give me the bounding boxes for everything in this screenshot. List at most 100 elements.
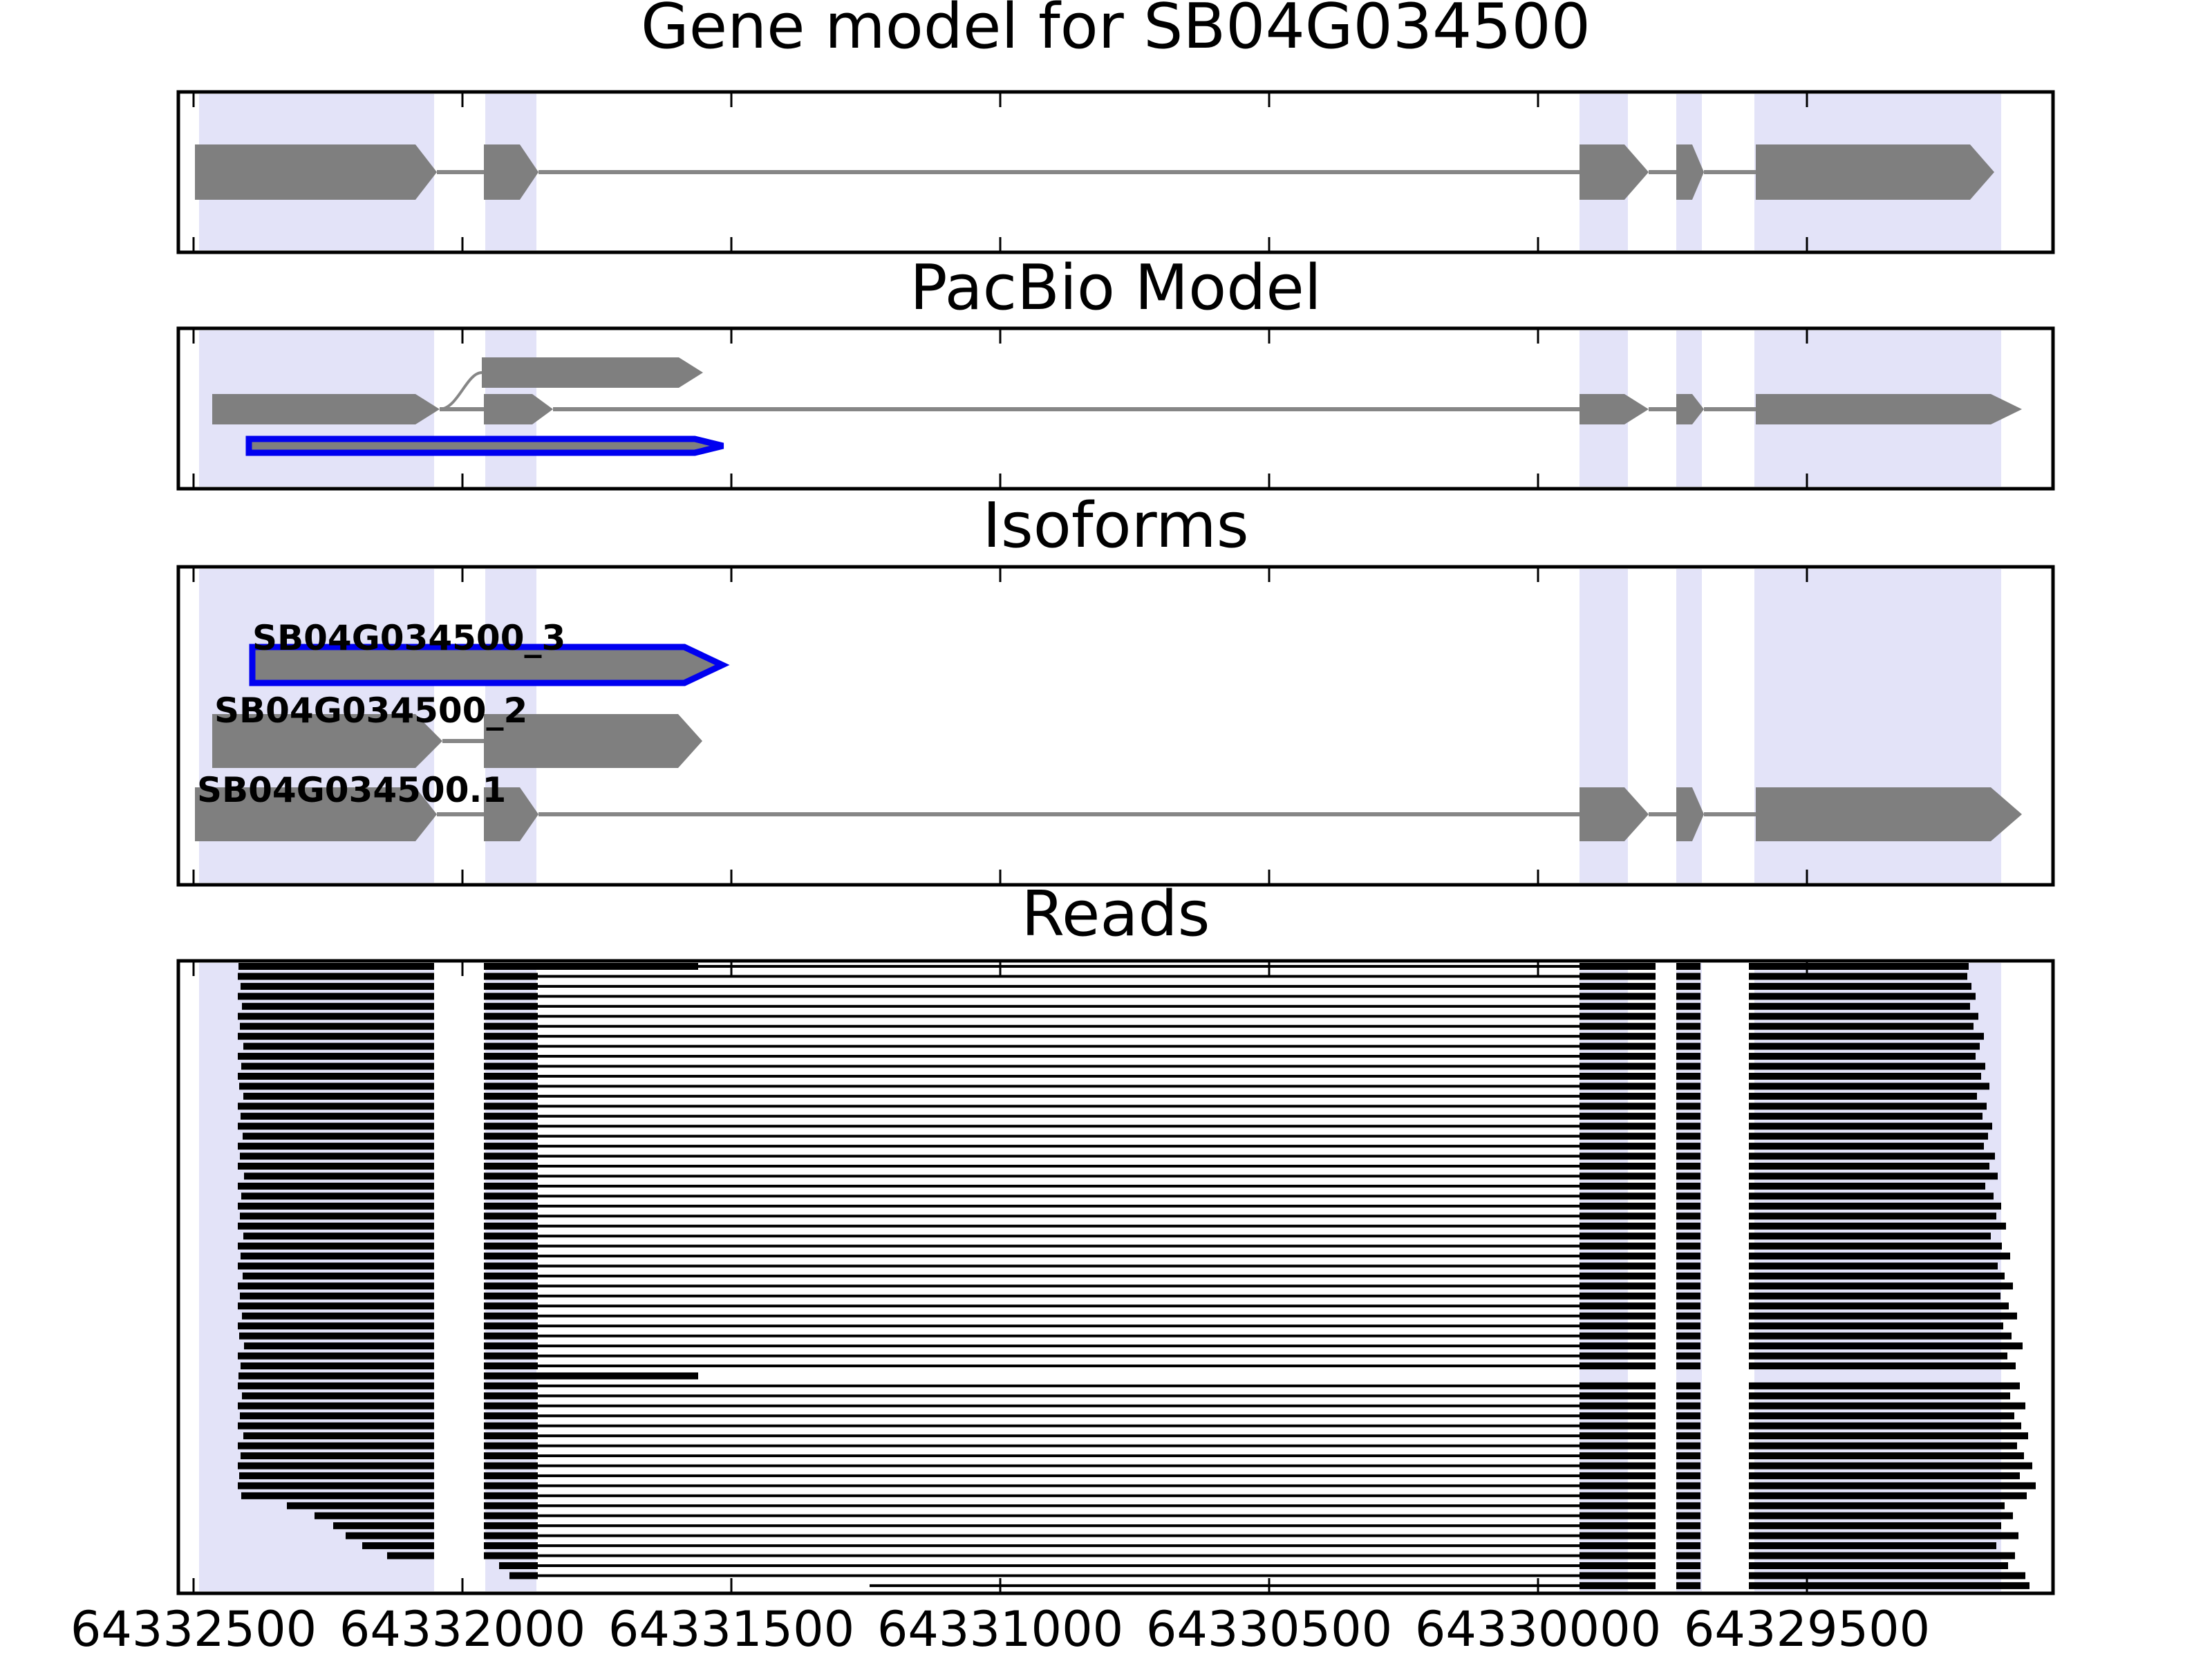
read-intron-segment: [538, 1004, 1580, 1008]
read-exon-segment: [1749, 1082, 1989, 1090]
read-exon-segment: [241, 1192, 434, 1200]
isoforms-row: SB04G034500_2: [212, 691, 702, 768]
read-exon-segment: [1580, 1382, 1656, 1389]
read-exon-segment: [238, 1103, 434, 1110]
read-intron-segment: [538, 1534, 1580, 1537]
read-exon-segment: [1676, 1442, 1700, 1450]
read-exon-segment: [240, 1212, 434, 1220]
exon-arrow: [195, 787, 437, 841]
panel-title-gene-model: Gene model for SB04G034500: [640, 0, 1591, 63]
read-exon-segment: [484, 1212, 538, 1220]
read-exon-segment: [1676, 1082, 1700, 1090]
read-row: [238, 1302, 2009, 1310]
read-exon-segment: [1676, 1572, 1700, 1580]
read-exon-segment: [1676, 963, 1700, 970]
read-exon-segment: [1749, 1562, 2008, 1569]
read-exon-segment: [238, 973, 434, 980]
read-row: [239, 1472, 2020, 1479]
read-intron-segment: [538, 1494, 1580, 1497]
read-exon-segment: [484, 1432, 538, 1440]
read-intron-segment: [538, 1365, 1580, 1367]
read-intron-segment: [538, 1544, 1580, 1548]
read-exon-segment: [1749, 1062, 1985, 1070]
read-intron-segment: [538, 1324, 1580, 1328]
read-row: [362, 1542, 1996, 1550]
read-exon-segment: [1580, 1322, 1656, 1330]
panel-frames: [176, 90, 2055, 1595]
read-exon-segment: [1676, 1322, 1700, 1330]
read-intron-segment: [538, 1215, 1580, 1218]
read-exon-segment: [1580, 1312, 1656, 1320]
read-exon-segment: [239, 1332, 434, 1340]
read-exon-segment: [239, 1082, 434, 1090]
read-exon-segment: [1749, 1262, 1998, 1270]
read-exon-segment: [1676, 1332, 1700, 1340]
read-exon-segment: [238, 1072, 434, 1080]
read-exon-segment: [1676, 1172, 1700, 1180]
read-row: [238, 1033, 1984, 1040]
read-exon-segment: [241, 982, 434, 990]
read-intron-segment: [538, 1015, 1580, 1018]
read-exon-segment: [1580, 1042, 1656, 1050]
read-exon-segment: [1580, 1262, 1656, 1270]
read-row: [243, 1272, 2005, 1280]
read-exon-segment: [1749, 1053, 1976, 1060]
read-exon-segment: [238, 1123, 434, 1130]
read-intron-segment: [538, 1094, 1580, 1098]
read-intron-segment: [538, 1474, 1580, 1477]
read-intron-segment: [538, 1354, 1580, 1358]
read-row: [243, 1092, 1977, 1100]
read-exon-segment: [238, 1302, 434, 1310]
read-row: [238, 1422, 2021, 1430]
intron-line: [538, 812, 1580, 816]
read-exon-segment: [243, 1232, 434, 1240]
read-exon-segment: [1676, 1242, 1700, 1250]
read-exon-segment: [1676, 1152, 1700, 1160]
reads-track: [238, 963, 2036, 1589]
read-intron-segment: [538, 1454, 1580, 1458]
read-row: [241, 1192, 1994, 1200]
read-exon-segment: [1580, 1272, 1656, 1280]
read-exon-segment: [238, 1282, 434, 1290]
read-row: [287, 1502, 2005, 1510]
read-exon-segment: [484, 963, 698, 970]
read-exon-segment: [1749, 1182, 1985, 1190]
read-exon-segment: [240, 1022, 434, 1030]
read-exon-segment: [1676, 1532, 1700, 1539]
read-exon-segment: [484, 1522, 538, 1530]
read-exon-segment: [484, 1123, 538, 1130]
read-intron-segment: [538, 1055, 1580, 1058]
read-exon-segment: [238, 993, 434, 1000]
read-intron-segment: [538, 995, 1580, 998]
read-exon-segment: [1580, 1232, 1656, 1240]
read-exon-segment: [1676, 1013, 1700, 1020]
read-exon-segment: [1580, 1332, 1656, 1340]
read-exon-segment: [1749, 1472, 2020, 1479]
read-exon-segment: [238, 1422, 434, 1430]
read-exon-segment: [238, 1033, 434, 1040]
read-exon-segment: [1676, 1112, 1700, 1120]
read-exon-segment: [242, 1392, 434, 1400]
read-exon-segment: [241, 1062, 434, 1070]
read-exon-segment: [238, 1242, 434, 1250]
read-exon-segment: [1749, 1512, 2013, 1519]
isoforms-row: SB04G034500_3: [249, 618, 730, 686]
exon-arrow: [212, 394, 440, 424]
read-intron-segment: [538, 1524, 1580, 1528]
exon-arrow: [484, 787, 538, 841]
read-exon-segment: [484, 1552, 538, 1559]
read-exon-segment: [1676, 1212, 1700, 1220]
read-exon-segment: [239, 1472, 434, 1479]
read-exon-segment: [1749, 1442, 2017, 1450]
read-exon-segment: [1749, 1103, 1987, 1110]
panel-border: [176, 959, 2055, 1595]
read-row: [238, 1462, 2032, 1470]
read-exon-segment: [1749, 1382, 2020, 1389]
read-intron-segment: [538, 1024, 1580, 1028]
read-intron-segment: [538, 1274, 1580, 1277]
read-exon-segment: [484, 1362, 538, 1369]
read-intron-segment: [538, 1514, 1580, 1517]
read-exon-segment: [1749, 1332, 2012, 1340]
read-exon-segment: [238, 1462, 434, 1470]
read-exon-segment: [1749, 1452, 2024, 1460]
